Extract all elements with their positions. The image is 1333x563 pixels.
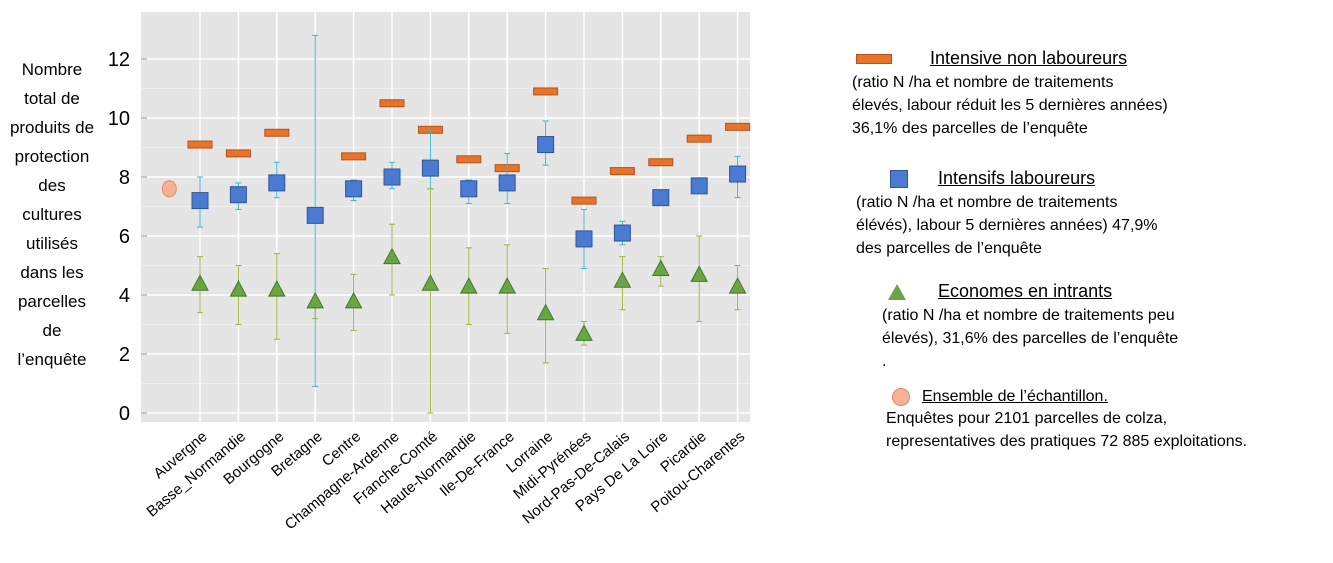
- economes-point: [690, 265, 709, 282]
- intensive-non-laboureurs-point: [264, 128, 290, 137]
- intensifs-laboureurs-point: [268, 174, 286, 192]
- y-axis-label: Nombre total de produits de protection d…: [9, 60, 95, 369]
- intensifs-laboureurs-point: [729, 165, 747, 183]
- legend-description: (ratio N /ha et nombre de traitements él…: [852, 74, 1168, 137]
- intensifs-laboureurs-point: [652, 189, 670, 207]
- intensifs-laboureurs-point: [575, 230, 593, 248]
- y-tick-labels: 0 2 4 6 8 10 12: [108, 49, 130, 425]
- intensifs-laboureurs-point: [690, 177, 708, 195]
- intensifs-laboureurs-point: [345, 180, 363, 198]
- economes-point: [728, 277, 747, 294]
- ensemble-point: [161, 180, 177, 198]
- economes-point: [651, 259, 670, 276]
- y-tick-label: 2: [119, 344, 130, 366]
- y-tick-label: 4: [119, 285, 130, 307]
- orange-bar-icon: [856, 53, 892, 64]
- y-tick-label: 0: [119, 403, 130, 425]
- plot-background: [141, 12, 750, 422]
- intensive-non-laboureurs-point: [533, 87, 559, 96]
- economes-point: [191, 274, 209, 291]
- intensive-non-laboureurs-point: [571, 196, 597, 205]
- intensifs-laboureurs-point: [229, 186, 247, 204]
- legend-entry-intensive-non-laboureurs: Intensive non laboureurs (ratio N /ha et…: [848, 48, 1168, 140]
- economes-point: [306, 291, 325, 309]
- economes-point: [536, 303, 555, 321]
- x-tick-labels: AuvergneBasse_NormandieBourgogneBretagne…: [144, 428, 749, 533]
- economes-point: [229, 280, 248, 297]
- y-tick-label: 8: [119, 167, 130, 189]
- economes-point: [267, 280, 286, 297]
- intensive-non-laboureurs-point: [609, 167, 635, 176]
- economes-point: [344, 291, 363, 309]
- y-tick-label: 10: [108, 108, 130, 130]
- intensive-non-laboureurs-point: [686, 134, 712, 143]
- intensifs-laboureurs-point: [421, 159, 439, 177]
- legend-title: Ensemble de l’échantillon.: [922, 388, 1108, 405]
- intensive-non-laboureurs-point: [341, 152, 367, 161]
- intensifs-laboureurs-point: [306, 206, 324, 224]
- economes-point: [613, 271, 632, 288]
- intensive-non-laboureurs-point: [379, 99, 405, 108]
- green-triangle-icon: [888, 283, 906, 300]
- intensive-non-laboureurs-point: [648, 158, 674, 167]
- y-tick-label: 12: [108, 49, 130, 71]
- legend-title: Intensifs laboureurs: [938, 168, 1096, 188]
- blue-square-icon: [890, 169, 908, 188]
- intensive-non-laboureurs-point: [456, 155, 482, 164]
- intensifs-laboureurs-point: [537, 136, 555, 154]
- legend-description: (ratio N /ha et nombre de traitements él…: [856, 194, 1158, 257]
- intensifs-laboureurs-point: [613, 224, 631, 242]
- legend-entry-intensifs-laboureurs: Intensifs laboureurs (ratio N /ha et nom…: [848, 168, 1158, 260]
- data-marks: [161, 34, 751, 414]
- intensifs-laboureurs-point: [460, 180, 478, 198]
- y-tick-label: 6: [119, 226, 130, 248]
- economes-point: [498, 277, 517, 294]
- economes-point: [383, 247, 401, 265]
- legend-title: Economes en intrants: [938, 281, 1113, 301]
- peach-circle-icon: [892, 388, 910, 406]
- intensive-non-laboureurs-point: [225, 149, 251, 158]
- scatter-chart: 0 2 4 6 8 10 12 AuvergneBasse_NormandieBourgog…: [108, 12, 751, 533]
- economes-point: [575, 324, 593, 341]
- legend-title: Intensive non laboureurs: [930, 48, 1128, 68]
- legend-entry-economes-en-intrants: Economes en intrants (ratio N /ha et nom…: [848, 281, 1178, 373]
- intensifs-laboureurs-point: [191, 192, 209, 210]
- intensive-non-laboureurs-point: [187, 140, 213, 149]
- legend-description: Enquêtes pour 2101 parcelles de colza, r…: [886, 410, 1248, 450]
- economes-point: [459, 277, 478, 294]
- intensifs-laboureurs-point: [498, 174, 516, 192]
- legend-description: (ratio N /ha et nombre de traitements pe…: [882, 307, 1179, 370]
- legend-entry-ensemble: Ensemble de l’échantillon. Enquêtes pour…: [848, 388, 1247, 453]
- intensifs-laboureurs-point: [383, 168, 401, 186]
- economes-point: [421, 274, 440, 291]
- intensive-non-laboureurs-point: [725, 122, 751, 131]
